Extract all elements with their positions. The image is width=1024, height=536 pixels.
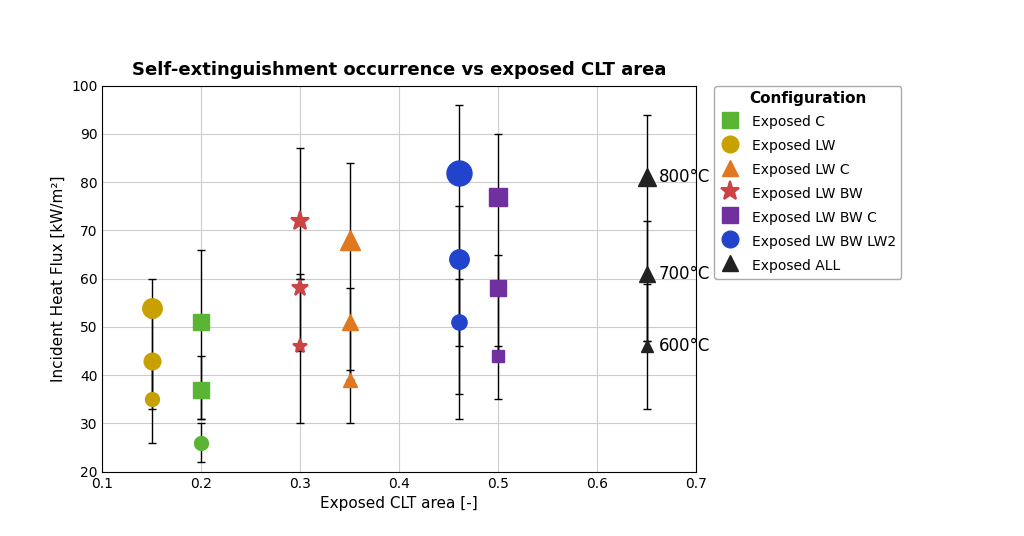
Text: 600°C: 600°C — [658, 337, 710, 355]
X-axis label: Exposed CLT area [-]: Exposed CLT area [-] — [321, 496, 478, 511]
Text: 800°C: 800°C — [658, 168, 710, 187]
Legend: Exposed C, Exposed LW, Exposed LW C, Exposed LW BW, Exposed LW BW C, Exposed LW : Exposed C, Exposed LW, Exposed LW C, Exp… — [714, 86, 901, 279]
Y-axis label: Incident Heat Flux [kW/m²]: Incident Heat Flux [kW/m²] — [50, 175, 66, 382]
Title: Self-extinguishment occurrence vs exposed CLT area: Self-extinguishment occurrence vs expose… — [132, 61, 667, 79]
Text: 700°C: 700°C — [658, 265, 710, 283]
